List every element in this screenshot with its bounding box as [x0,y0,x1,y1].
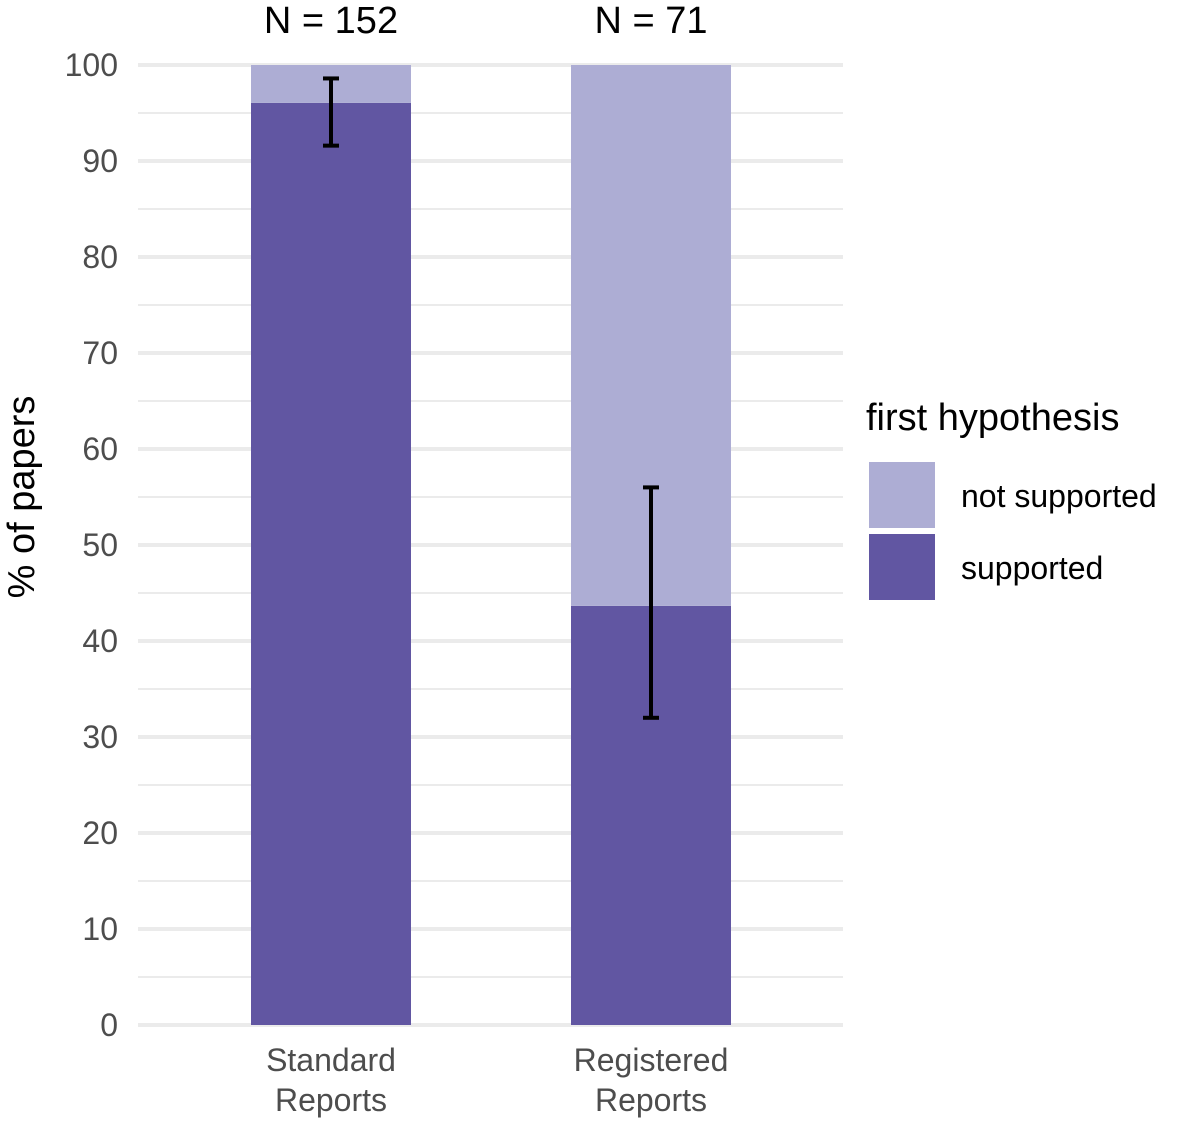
y-tick-label: 60 [82,431,118,467]
error-bar [323,76,339,148]
sample-size-label: N = 71 [594,0,707,42]
legend-key [869,534,935,600]
legend-key [869,462,935,528]
error-bar [643,485,659,720]
grid-lines [138,63,843,1027]
sample-size-labels: N = 152 N = 71 [264,0,708,42]
legend-label: not supported [961,478,1157,514]
x-category-label: Registered Reports [574,1042,729,1118]
y-tick-label: 0 [100,1007,118,1043]
sample-size-label: N = 152 [264,0,398,42]
y-tick-label: 90 [82,143,118,179]
y-tick-label: 80 [82,239,118,275]
legend-item: supported [869,534,1103,600]
bar-segment-supported [251,102,411,1026]
y-tick-label: 100 [65,47,118,83]
legend-title: first hypothesis [866,397,1119,439]
bars [251,65,731,1026]
y-tick-label: 30 [82,719,118,755]
legend: first hypothesis not supported supported [866,397,1157,600]
y-tick-label: 20 [82,815,118,851]
x-category-labels: Standard Reports Registered Reports [266,1042,728,1118]
y-tick-label: 40 [82,623,118,659]
error-bars [323,76,659,720]
y-tick-label: 70 [82,335,118,371]
legend-item: not supported [869,462,1157,528]
legend-label: supported [961,550,1103,586]
y-tick-label: 50 [82,527,118,563]
y-tick-label: 10 [82,911,118,947]
y-axis-title: % of papers [1,396,43,599]
y-tick-labels: 0 10 20 30 40 50 60 70 80 90 100 [65,47,118,1043]
x-category-label: Standard Reports [266,1042,396,1118]
